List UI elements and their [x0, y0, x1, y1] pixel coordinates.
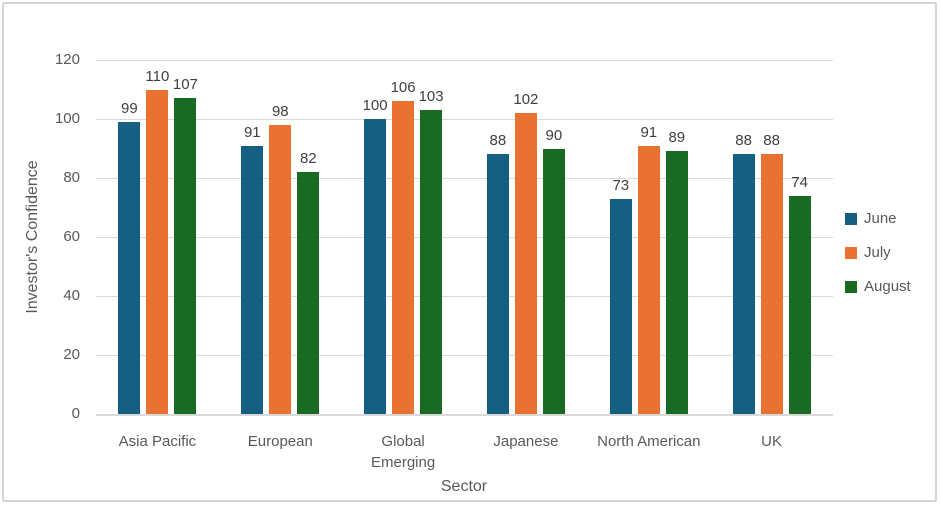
- data-label-august-asia-pacific: 107: [172, 76, 198, 94]
- legend-label-august: August: [864, 278, 911, 295]
- y-tick-label-40: 40: [63, 287, 80, 304]
- bar-august-global-emerging[interactable]: [420, 110, 443, 414]
- data-label-july-global-emerging: 106: [390, 79, 416, 97]
- bar-july-asia-pacific[interactable]: [146, 89, 169, 414]
- data-label-june-uk: 88: [735, 132, 752, 150]
- category-label-asia-pacific: Asia Pacific: [118, 433, 197, 450]
- gridline-y-20: [96, 355, 833, 356]
- data-label-july-japanese: 102: [513, 91, 539, 109]
- bar-july-north-american[interactable]: [637, 145, 660, 414]
- data-label-june-north-american: 73: [612, 176, 630, 194]
- data-label-july-north-american: 91: [640, 123, 658, 141]
- bar-june-asia-pacific[interactable]: [118, 121, 141, 414]
- legend-swatch-june: [845, 212, 857, 225]
- data-label-august-north-american: 89: [668, 129, 686, 147]
- gridline-y-40: [96, 296, 833, 297]
- bar-june-north-american[interactable]: [609, 198, 632, 414]
- bar-july-global-emerging[interactable]: [392, 101, 415, 414]
- legend-label-july: July: [864, 244, 891, 261]
- y-tick-label-80: 80: [63, 169, 80, 186]
- bar-july-european[interactable]: [269, 124, 292, 414]
- category-label-european: European: [247, 433, 313, 450]
- data-label-august-uk: 74: [791, 173, 808, 191]
- bar-august-european[interactable]: [297, 172, 320, 414]
- y-tick-label-20: 20: [63, 346, 80, 363]
- data-label-june-japanese: 88: [489, 132, 507, 150]
- gridline-y-60: [96, 237, 833, 238]
- bar-august-uk[interactable]: [788, 195, 811, 414]
- data-label-june-european: 91: [243, 123, 261, 141]
- bar-july-japanese[interactable]: [514, 113, 537, 414]
- bar-august-asia-pacific[interactable]: [174, 98, 197, 414]
- data-label-july-uk: 88: [763, 132, 780, 150]
- y-tick-label-100: 100: [54, 110, 80, 127]
- gridline-y-100: [96, 119, 833, 120]
- data-label-july-european: 98: [271, 102, 289, 120]
- legend-swatch-august: [845, 280, 857, 293]
- legend-item-june[interactable]: June: [845, 210, 897, 227]
- legend-item-july[interactable]: July: [845, 244, 891, 261]
- y-axis-title: Investor's Confidence: [24, 160, 41, 314]
- y-tick-label-120: 120: [54, 51, 80, 68]
- category-label-japanese: Japanese: [493, 433, 559, 450]
- bar-july-uk[interactable]: [760, 154, 783, 414]
- bar-august-japanese[interactable]: [542, 148, 565, 414]
- data-label-july-asia-pacific: 110: [145, 67, 170, 85]
- y-tick-label-0: 0: [71, 405, 80, 422]
- bar-august-north-american[interactable]: [665, 151, 688, 414]
- legend-item-august[interactable]: August: [845, 278, 911, 295]
- legend-label-june: June: [864, 210, 897, 227]
- data-label-august-european: 82: [299, 150, 317, 168]
- data-label-august-japanese: 90: [545, 126, 563, 144]
- category-label-uk: UK: [761, 433, 783, 450]
- x-axis-line: [96, 414, 833, 416]
- category-label-north-american: North American: [597, 433, 701, 450]
- gridline-y-80: [96, 178, 833, 179]
- data-label-june-asia-pacific: 99: [121, 99, 138, 117]
- legend-swatch-july: [845, 246, 857, 259]
- data-label-june-global-emerging: 100: [362, 97, 388, 114]
- gridline-y-120: [96, 60, 833, 61]
- bar-june-uk[interactable]: [732, 154, 755, 414]
- data-label-august-global-emerging: 103: [418, 88, 444, 106]
- bar-june-global-emerging[interactable]: [364, 119, 387, 414]
- bar-june-japanese[interactable]: [486, 154, 509, 414]
- category-label-global-emerging: Global Emerging: [370, 433, 436, 471]
- bar-june-european[interactable]: [241, 145, 264, 414]
- x-axis-title: Sector: [440, 478, 488, 495]
- y-tick-label-60: 60: [63, 228, 80, 245]
